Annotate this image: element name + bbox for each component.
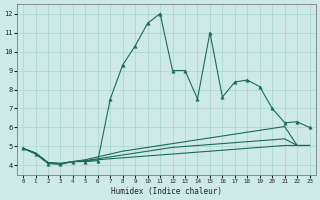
X-axis label: Humidex (Indice chaleur): Humidex (Indice chaleur) — [111, 187, 222, 196]
